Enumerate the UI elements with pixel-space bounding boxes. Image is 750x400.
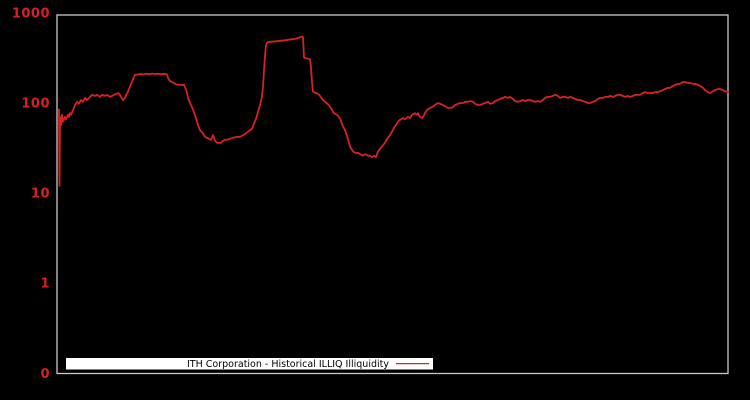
legend-label: ITH Corporation - Historical ILLIQ Illiq…	[187, 359, 389, 370]
legend-box	[66, 358, 433, 370]
y-tick-label: 10	[31, 187, 50, 202]
legend: ITH Corporation - Historical ILLIQ Illiq…	[66, 358, 433, 370]
y-tick-label: 1	[40, 277, 50, 292]
plot-frame	[56, 14, 729, 375]
y-tick-label: 100	[21, 97, 50, 112]
y-tick-label: 0	[40, 367, 50, 382]
illiquidity-line-series	[58, 35, 729, 187]
y-tick-label: 1000	[12, 7, 50, 22]
